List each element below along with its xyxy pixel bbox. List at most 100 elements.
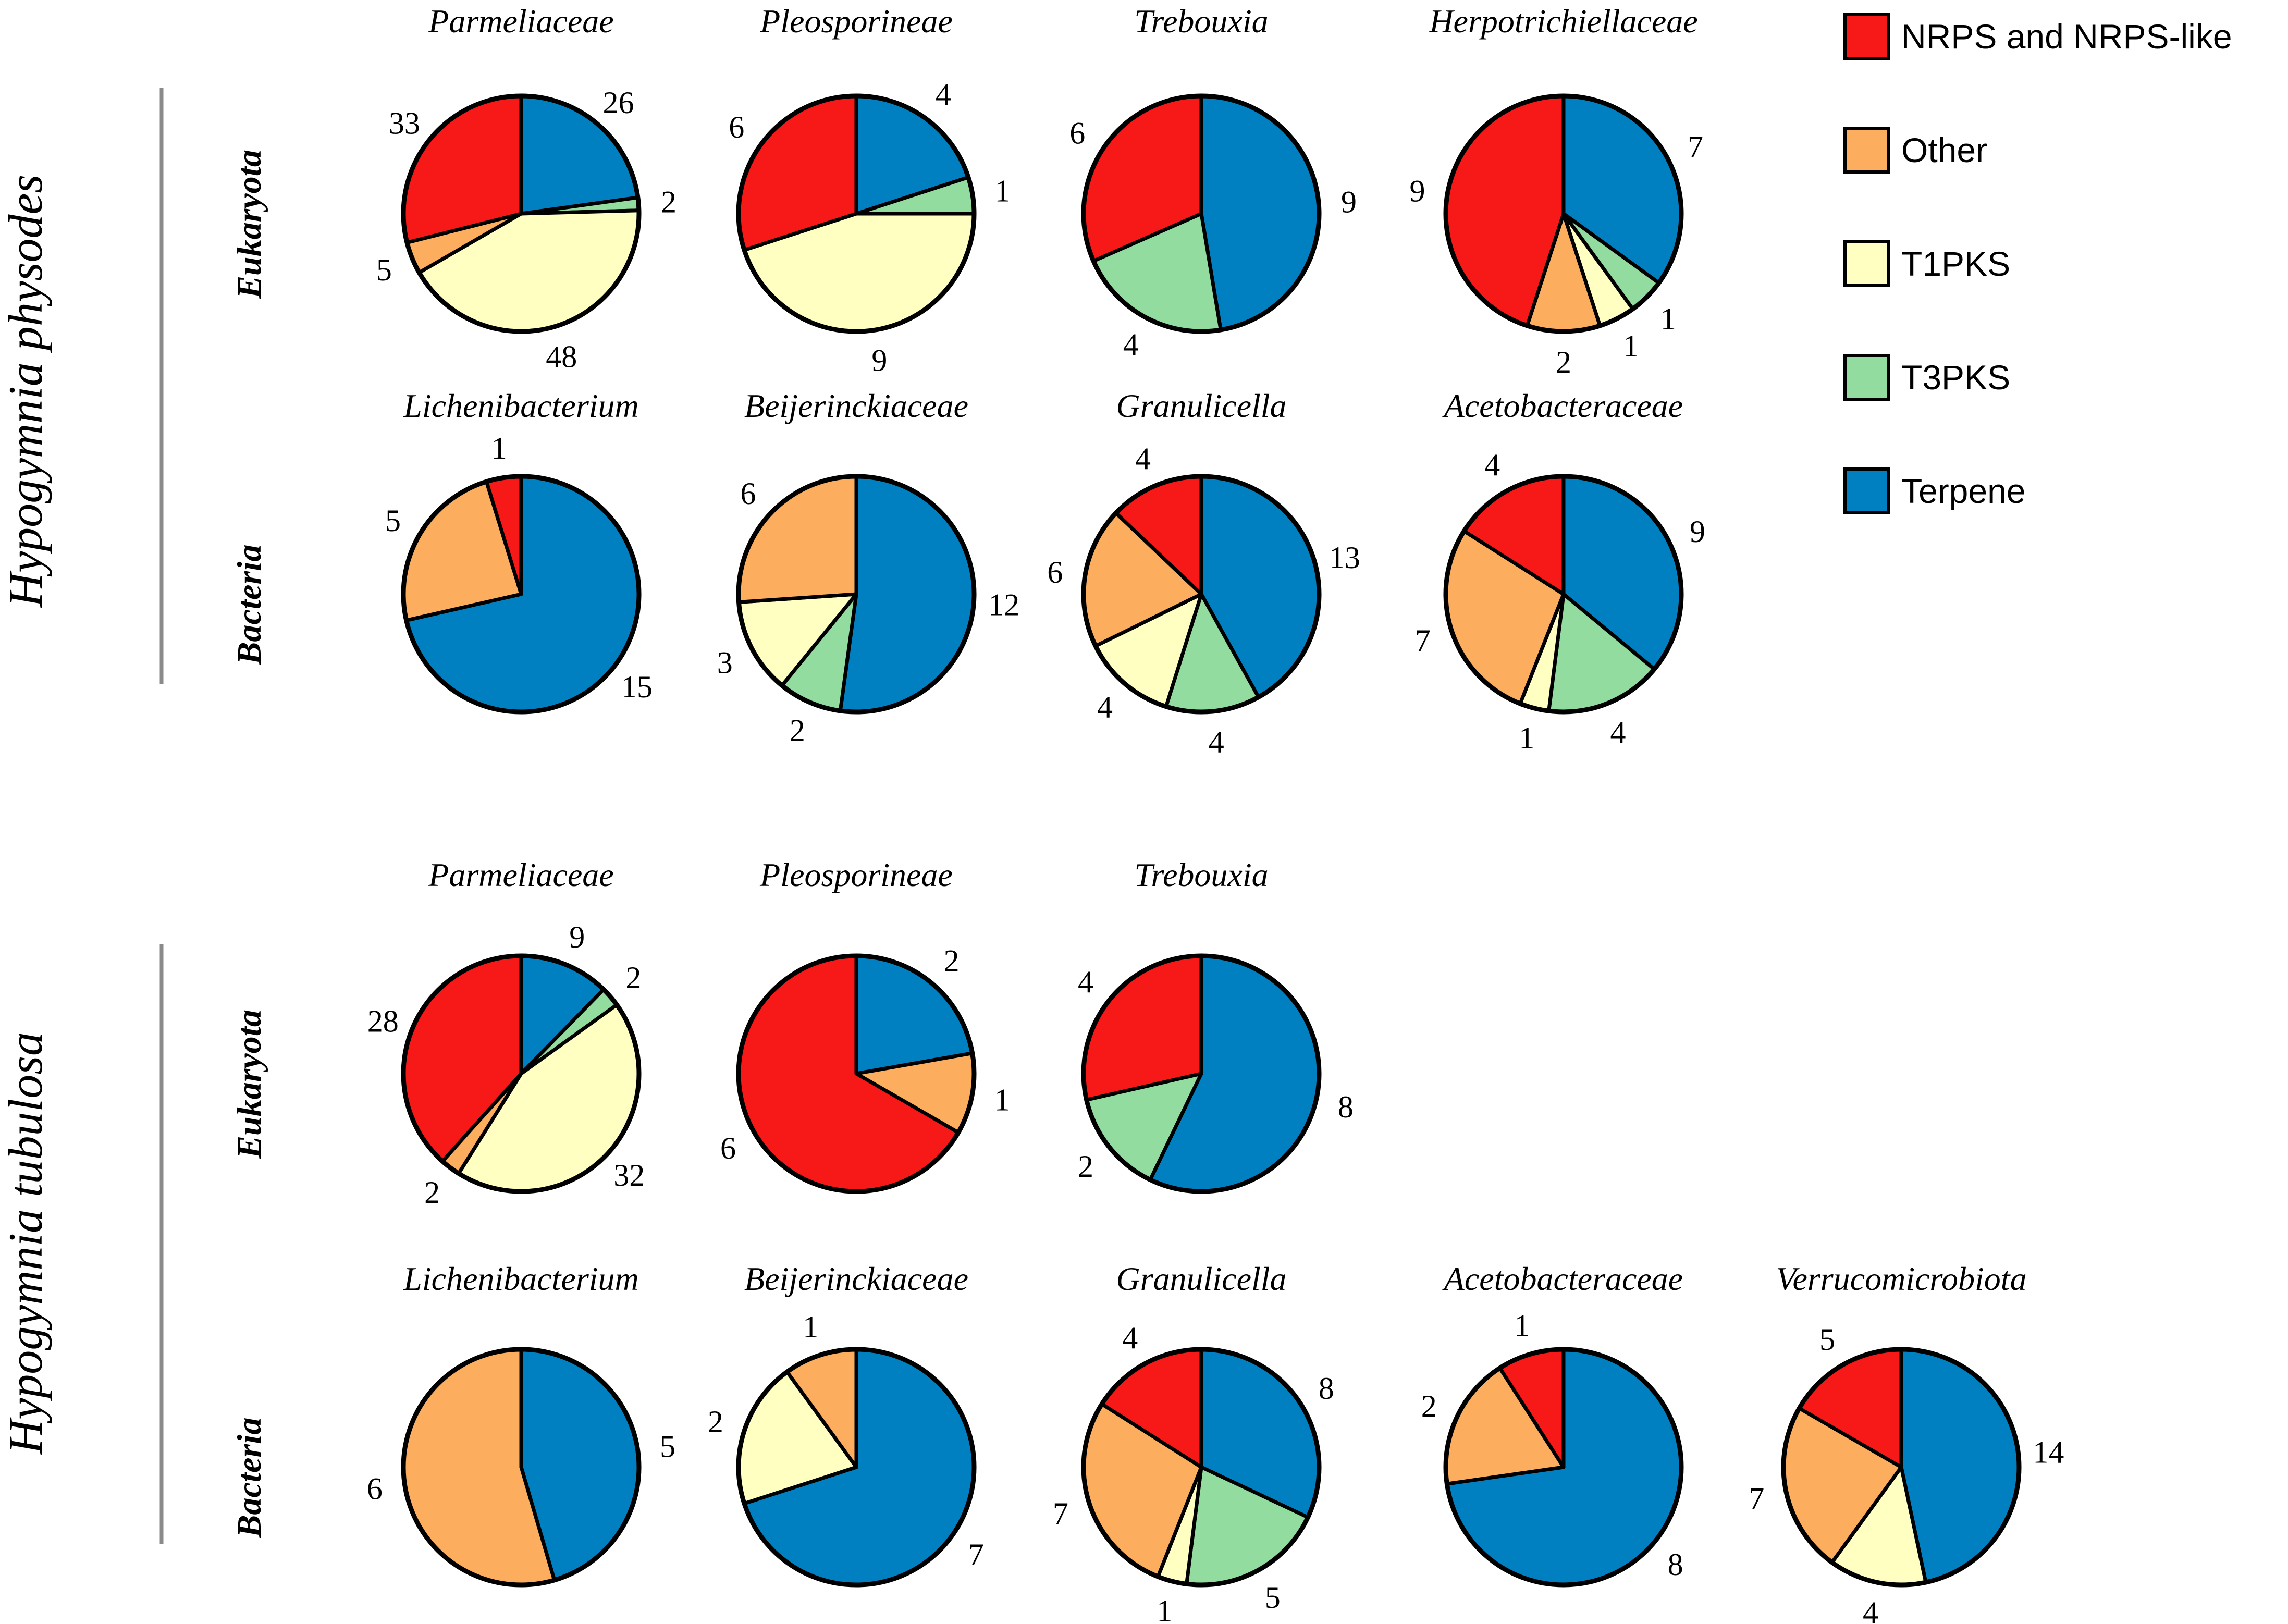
pie-outline — [401, 953, 642, 1194]
pie-chart — [1443, 474, 1684, 715]
pie-value-label: 7 — [1749, 1481, 1764, 1516]
pie-chart — [1781, 1347, 2022, 1588]
pie-value-label: 5 — [1819, 1322, 1835, 1357]
pie-title: Herpotrichiellaceae — [1429, 3, 1697, 40]
pie-value-label: 12 — [988, 587, 1019, 622]
pie-chart — [736, 1347, 977, 1588]
pie-value-label: 1 — [491, 431, 507, 465]
pie-value-label: 8 — [1338, 1090, 1354, 1124]
pie-title: Verrucomicrobiota — [1776, 1260, 2026, 1297]
pie-value-label: 1 — [994, 1082, 1010, 1117]
pie-value-label: 2 — [944, 943, 960, 978]
pie-value-label: 2 — [424, 1175, 440, 1210]
pie-outline — [736, 1347, 977, 1588]
pie-title: Parmeliaceae — [428, 3, 613, 40]
pie-value-label: 4 — [1123, 327, 1139, 362]
legend-label: T3PKS — [1901, 358, 2010, 397]
pie-value-label: 4 — [1097, 690, 1113, 724]
host-label: Hypogymnia physodes — [0, 175, 52, 608]
legend-swatch-t3pks — [1843, 354, 1890, 401]
legend-label: T1PKS — [1901, 244, 2010, 283]
host-label: Hypogymnia tubulosa — [0, 1032, 52, 1455]
pie-outline — [1443, 474, 1684, 715]
pie-outline — [401, 93, 642, 334]
legend-swatch-t1pks — [1843, 240, 1890, 287]
pie-outline — [736, 953, 977, 1194]
pie-title: Trebouxia — [1134, 3, 1268, 40]
pie-slice-terpene — [838, 474, 976, 714]
pie-value-label: 4 — [1135, 441, 1151, 476]
pie-chart — [401, 93, 642, 334]
pie-value-label: 7 — [968, 1537, 984, 1572]
pie-value-label: 2 — [790, 713, 805, 748]
pie-value-label: 5 — [376, 253, 392, 287]
pie-value-label: 6 — [367, 1471, 383, 1506]
pie-title: Beijerinckiaceae — [744, 1260, 968, 1297]
pie-value-label: 1 — [1623, 329, 1639, 363]
pie-value-label: 15 — [621, 670, 653, 704]
pie-value-label: 28 — [367, 1004, 399, 1038]
pie-value-label: 1 — [803, 1310, 818, 1344]
pie-slice-other — [736, 474, 858, 604]
legend-label: Other — [1901, 131, 1987, 169]
legend-swatch-nrps — [1843, 13, 1890, 60]
pie-value-label: 33 — [389, 106, 420, 141]
pie-value-label: 1 — [1660, 302, 1676, 336]
pie-title: Granulicella — [1116, 387, 1286, 424]
pie-slice-terpene — [1199, 94, 1321, 332]
pie-title: Parmeliaceae — [428, 856, 613, 893]
pie-value-label: 2 — [661, 185, 676, 219]
pie-value-label: 4 — [1863, 1595, 1878, 1624]
pie-value-label: 2 — [1078, 1149, 1093, 1184]
group-label: Eukaryota — [230, 1010, 268, 1159]
pie-chart — [736, 474, 977, 715]
pie-value-label: 4 — [1209, 725, 1224, 759]
pie-chart — [736, 93, 977, 334]
pie-outline — [401, 1347, 642, 1588]
pie-value-label: 6 — [720, 1131, 736, 1165]
pie-chart — [401, 474, 642, 715]
pie-value-label: 6 — [1069, 116, 1085, 151]
pie-value-label: 32 — [613, 1158, 645, 1192]
pie-title: Acetobacteraceae — [1442, 1260, 1683, 1297]
pie-value-label: 5 — [660, 1430, 675, 1464]
legend-swatch-terpene — [1843, 467, 1890, 514]
pie-value-label: 4 — [1122, 1321, 1138, 1355]
pie-title: Trebouxia — [1134, 856, 1268, 893]
pie-outline — [401, 474, 642, 715]
pie-title: Pleosporineae — [759, 3, 953, 40]
pie-value-label: 9 — [871, 343, 887, 378]
pie-chart — [1443, 93, 1684, 334]
legend-swatch-other — [1843, 127, 1890, 174]
pie-value-label: 3 — [717, 646, 733, 680]
pie-title: Lichenibacterium — [403, 1260, 638, 1297]
pie-chart — [1443, 1347, 1684, 1588]
pie-value-label: 8 — [1319, 1371, 1334, 1406]
group-label: Eukaryota — [230, 150, 268, 299]
pie-value-label: 4 — [1484, 448, 1500, 482]
pie-outline — [1443, 93, 1684, 334]
pie-value-label: 8 — [1668, 1547, 1683, 1582]
pie-value-label: 48 — [546, 339, 577, 374]
pie-outline — [1781, 1347, 2022, 1588]
pie-outline — [736, 93, 977, 334]
pie-chart — [401, 953, 642, 1194]
pie-outline — [1443, 1347, 1684, 1588]
pie-outline — [1081, 1347, 1322, 1588]
pie-value-label: 2 — [708, 1405, 723, 1439]
pie-value-label: 4 — [1610, 715, 1626, 749]
pie-chart — [736, 953, 977, 1194]
pie-title: Granulicella — [1116, 1260, 1286, 1297]
pie-value-label: 5 — [1265, 1580, 1281, 1615]
pie-outline — [1081, 474, 1322, 715]
pie-value-label: 1 — [995, 174, 1011, 208]
pie-value-label: 7 — [1415, 623, 1431, 658]
pie-chart — [401, 1347, 642, 1588]
pie-value-label: 2 — [1421, 1389, 1437, 1423]
pie-value-label: 13 — [1329, 540, 1360, 575]
pie-chart — [1081, 474, 1322, 715]
pie-value-label: 2 — [625, 961, 641, 995]
pie-value-label: 5 — [385, 503, 401, 538]
pie-title: Beijerinckiaceae — [744, 387, 968, 424]
